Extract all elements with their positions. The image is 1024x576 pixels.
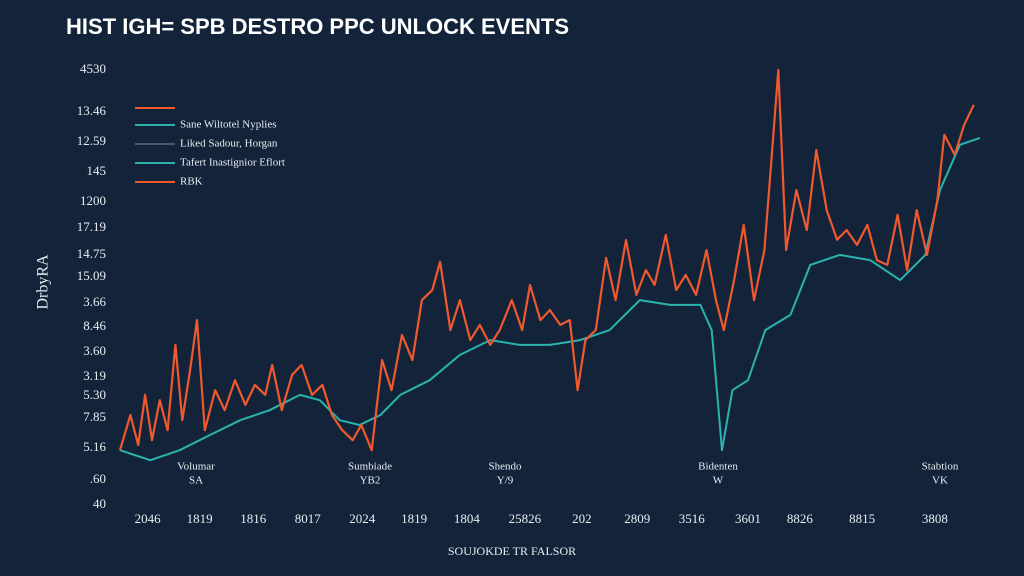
y-tick-label: 145: [87, 163, 107, 178]
x-tick-label: 2046: [135, 511, 162, 526]
x-tick-label: 1816: [240, 511, 267, 526]
x-axis-label: SOUJOKDE TR FALSOR: [448, 544, 576, 558]
x-tick-label: 1804: [454, 511, 481, 526]
annotation: Bidenten: [698, 461, 738, 473]
x-tick-label: 1819: [401, 511, 427, 526]
x-tick-label: 8017: [295, 511, 322, 526]
y-tick-label: 14.75: [77, 246, 106, 261]
y-tick-label: 15.09: [77, 268, 106, 283]
x-tick-label: 3601: [735, 511, 761, 526]
legend-label: Tafert Inastignior Eflort: [180, 157, 285, 169]
x-tick-label: 3516: [679, 511, 706, 526]
legend-label: RBK: [180, 176, 203, 188]
x-tick-label: 8826: [787, 511, 814, 526]
legend-label: Liked Sadour, Horgan: [180, 138, 278, 150]
y-tick-label: 13.46: [77, 103, 107, 118]
y-tick-label: 8.46: [83, 318, 106, 333]
y-axis-label: DrbyRA: [35, 254, 52, 310]
annotation-sub: VK: [932, 475, 948, 487]
y-tick-label: 1200: [80, 193, 106, 208]
y-tick-label: 3.66: [83, 294, 106, 309]
x-tick-label: 3808: [922, 511, 948, 526]
annotation-sub: Y/9: [497, 475, 514, 487]
annotation: Shendo: [489, 461, 523, 473]
y-tick-label: 5.30: [83, 387, 106, 402]
y-tick-label: 17.19: [77, 219, 106, 234]
y-tick-label: 3.60: [83, 343, 106, 358]
chart-title: HIST IGH= SPB DESTRO PPC UNLOCK EVENTS: [66, 14, 569, 39]
line-series: [118, 68, 975, 452]
y-tick-label: 4530: [80, 61, 106, 76]
annotation: Sumbiade: [348, 461, 392, 473]
y-tick-label: 3.19: [83, 368, 106, 383]
legend-label: Sane Wiltotel Nyplies: [180, 119, 277, 131]
x-tick-label: 1819: [187, 511, 213, 526]
annotation-sub: SA: [189, 475, 203, 487]
annotation-sub: YB2: [360, 475, 381, 487]
y-tick-label: .60: [90, 471, 106, 486]
y-tick-label: 5.16: [83, 439, 106, 454]
y-tick-label: 12.59: [77, 133, 106, 148]
line-series: [119, 136, 981, 462]
annotation: Stabtion: [922, 461, 959, 473]
y-tick-label: 7.85: [83, 409, 106, 424]
annotation-sub: W: [713, 475, 724, 487]
y-tick-label: 40: [93, 496, 106, 511]
x-tick-label: 2809: [624, 511, 650, 526]
x-tick-label: 25826: [509, 511, 542, 526]
x-tick-label: 8815: [849, 511, 875, 526]
annotation: Volumar: [177, 461, 215, 473]
x-tick-label: 202: [572, 511, 592, 526]
x-tick-label: 2024: [349, 511, 376, 526]
